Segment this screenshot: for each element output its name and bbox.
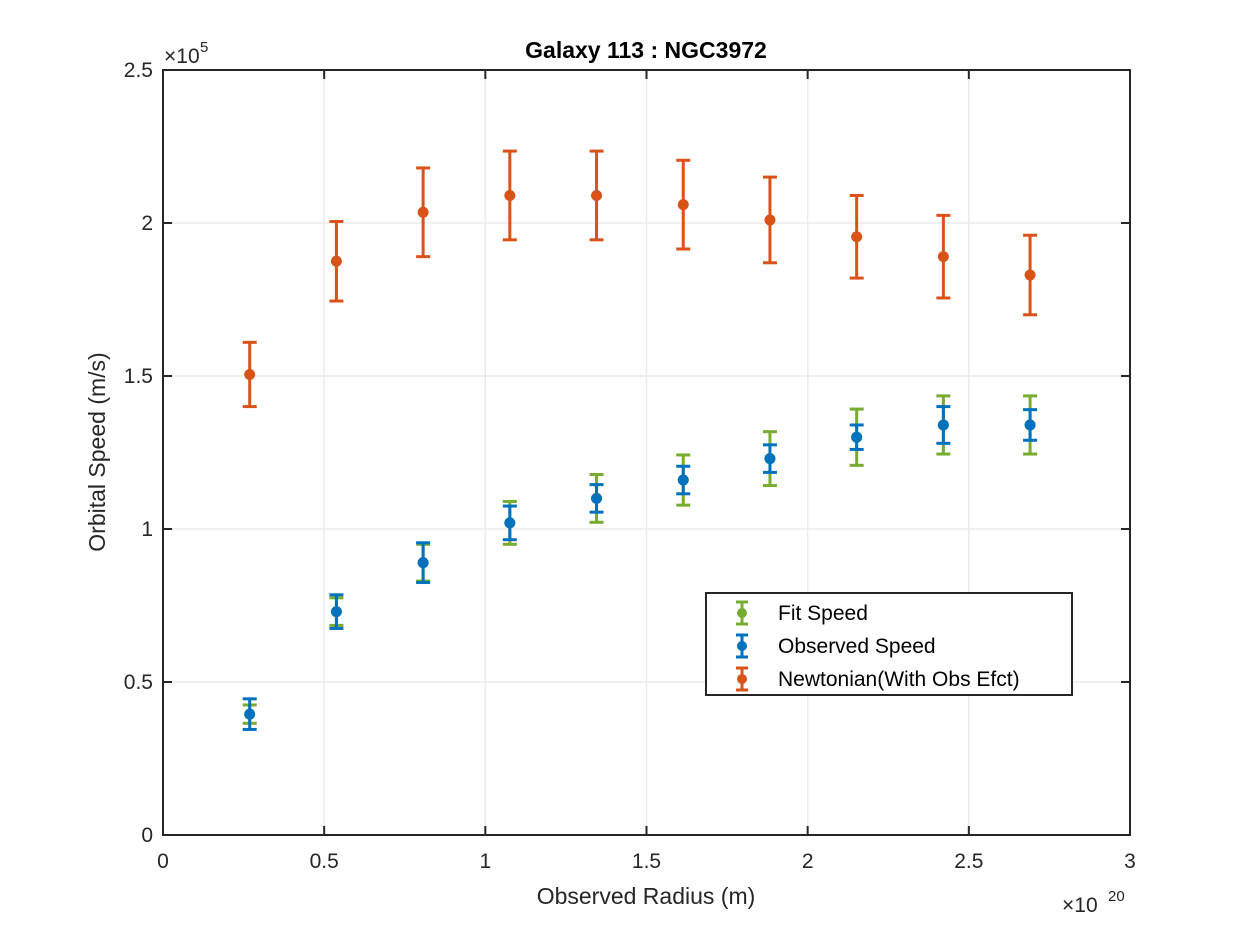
- y-multiplier-base: ×10: [164, 45, 200, 68]
- data-point: [764, 453, 776, 465]
- legend-marker: [737, 641, 747, 651]
- data-point: [330, 255, 342, 267]
- data-point: [417, 206, 429, 218]
- data-point: [764, 214, 776, 226]
- data-point: [677, 474, 689, 486]
- x-tick-label: 0.5: [310, 850, 339, 873]
- series-newtonian-with-obs-efct-: [242, 149, 1038, 409]
- series-observed-speed: [242, 405, 1038, 731]
- data-point: [244, 708, 256, 720]
- legend-entry: Fit Speed: [736, 600, 868, 626]
- x-axis-label: Observed Radius (m): [537, 883, 756, 909]
- data-point: [504, 189, 516, 201]
- y-tick-label: 0: [141, 824, 153, 847]
- x-tick-label: 0: [157, 850, 169, 873]
- legend-marker: [737, 674, 747, 684]
- y-tick-label: 1.5: [124, 365, 153, 388]
- x-tick-label: 1.5: [632, 850, 661, 873]
- data-point: [851, 231, 863, 243]
- legend-label: Fit Speed: [778, 602, 868, 625]
- data-point: [330, 606, 342, 618]
- legend-entry: Newtonian(With Obs Efct): [736, 666, 1020, 692]
- x-multiplier: ×10 20: [1062, 888, 1125, 917]
- data-layer: [242, 149, 1038, 731]
- x-tick-label: 3: [1124, 850, 1136, 873]
- x-tick-label: 1: [479, 850, 491, 873]
- y-multiplier-exp: 5: [200, 39, 208, 56]
- legend: Fit Speed Observed Speed Newtonian(With Ob…: [705, 592, 1073, 696]
- data-point: [417, 557, 429, 569]
- y-tick-labels: 0 0.5 1 1.5 2 2.5: [124, 59, 153, 847]
- legend-label: Observed Speed: [778, 635, 936, 658]
- y-tick-label: 0.5: [124, 671, 153, 694]
- data-point: [851, 431, 863, 443]
- y-axis-label: Orbital Speed (m/s): [84, 352, 110, 551]
- x-tick-label: 2.5: [954, 850, 983, 873]
- y-tick-label: 2.5: [124, 59, 153, 82]
- x-multiplier-base: ×10: [1062, 894, 1098, 917]
- data-point: [244, 368, 256, 380]
- legend-marker: [737, 608, 747, 618]
- data-point: [1024, 419, 1036, 431]
- data-point: [1024, 269, 1036, 281]
- data-point: [591, 492, 603, 504]
- legend-entry: Observed Speed: [736, 633, 936, 659]
- data-point: [677, 199, 689, 211]
- x-tick-labels: 0 0.5 1 1.5 2 2.5 3: [157, 850, 1136, 873]
- legend-box: [705, 592, 1073, 696]
- ticks: [162, 69, 1131, 836]
- grid: [163, 70, 1130, 835]
- y-tick-label: 2: [141, 212, 153, 235]
- x-tick-label: 2: [802, 850, 814, 873]
- y-tick-label: 1: [141, 518, 153, 541]
- y-multiplier: ×10 5: [164, 39, 208, 68]
- data-point: [937, 419, 949, 431]
- data-point: [504, 517, 516, 529]
- data-point: [937, 251, 949, 263]
- chart-title: Galaxy 113 : NGC3972: [525, 37, 767, 63]
- data-point: [591, 189, 603, 201]
- legend-label: Newtonian(With Obs Efct): [778, 668, 1020, 691]
- x-multiplier-exp: 20: [1108, 888, 1125, 905]
